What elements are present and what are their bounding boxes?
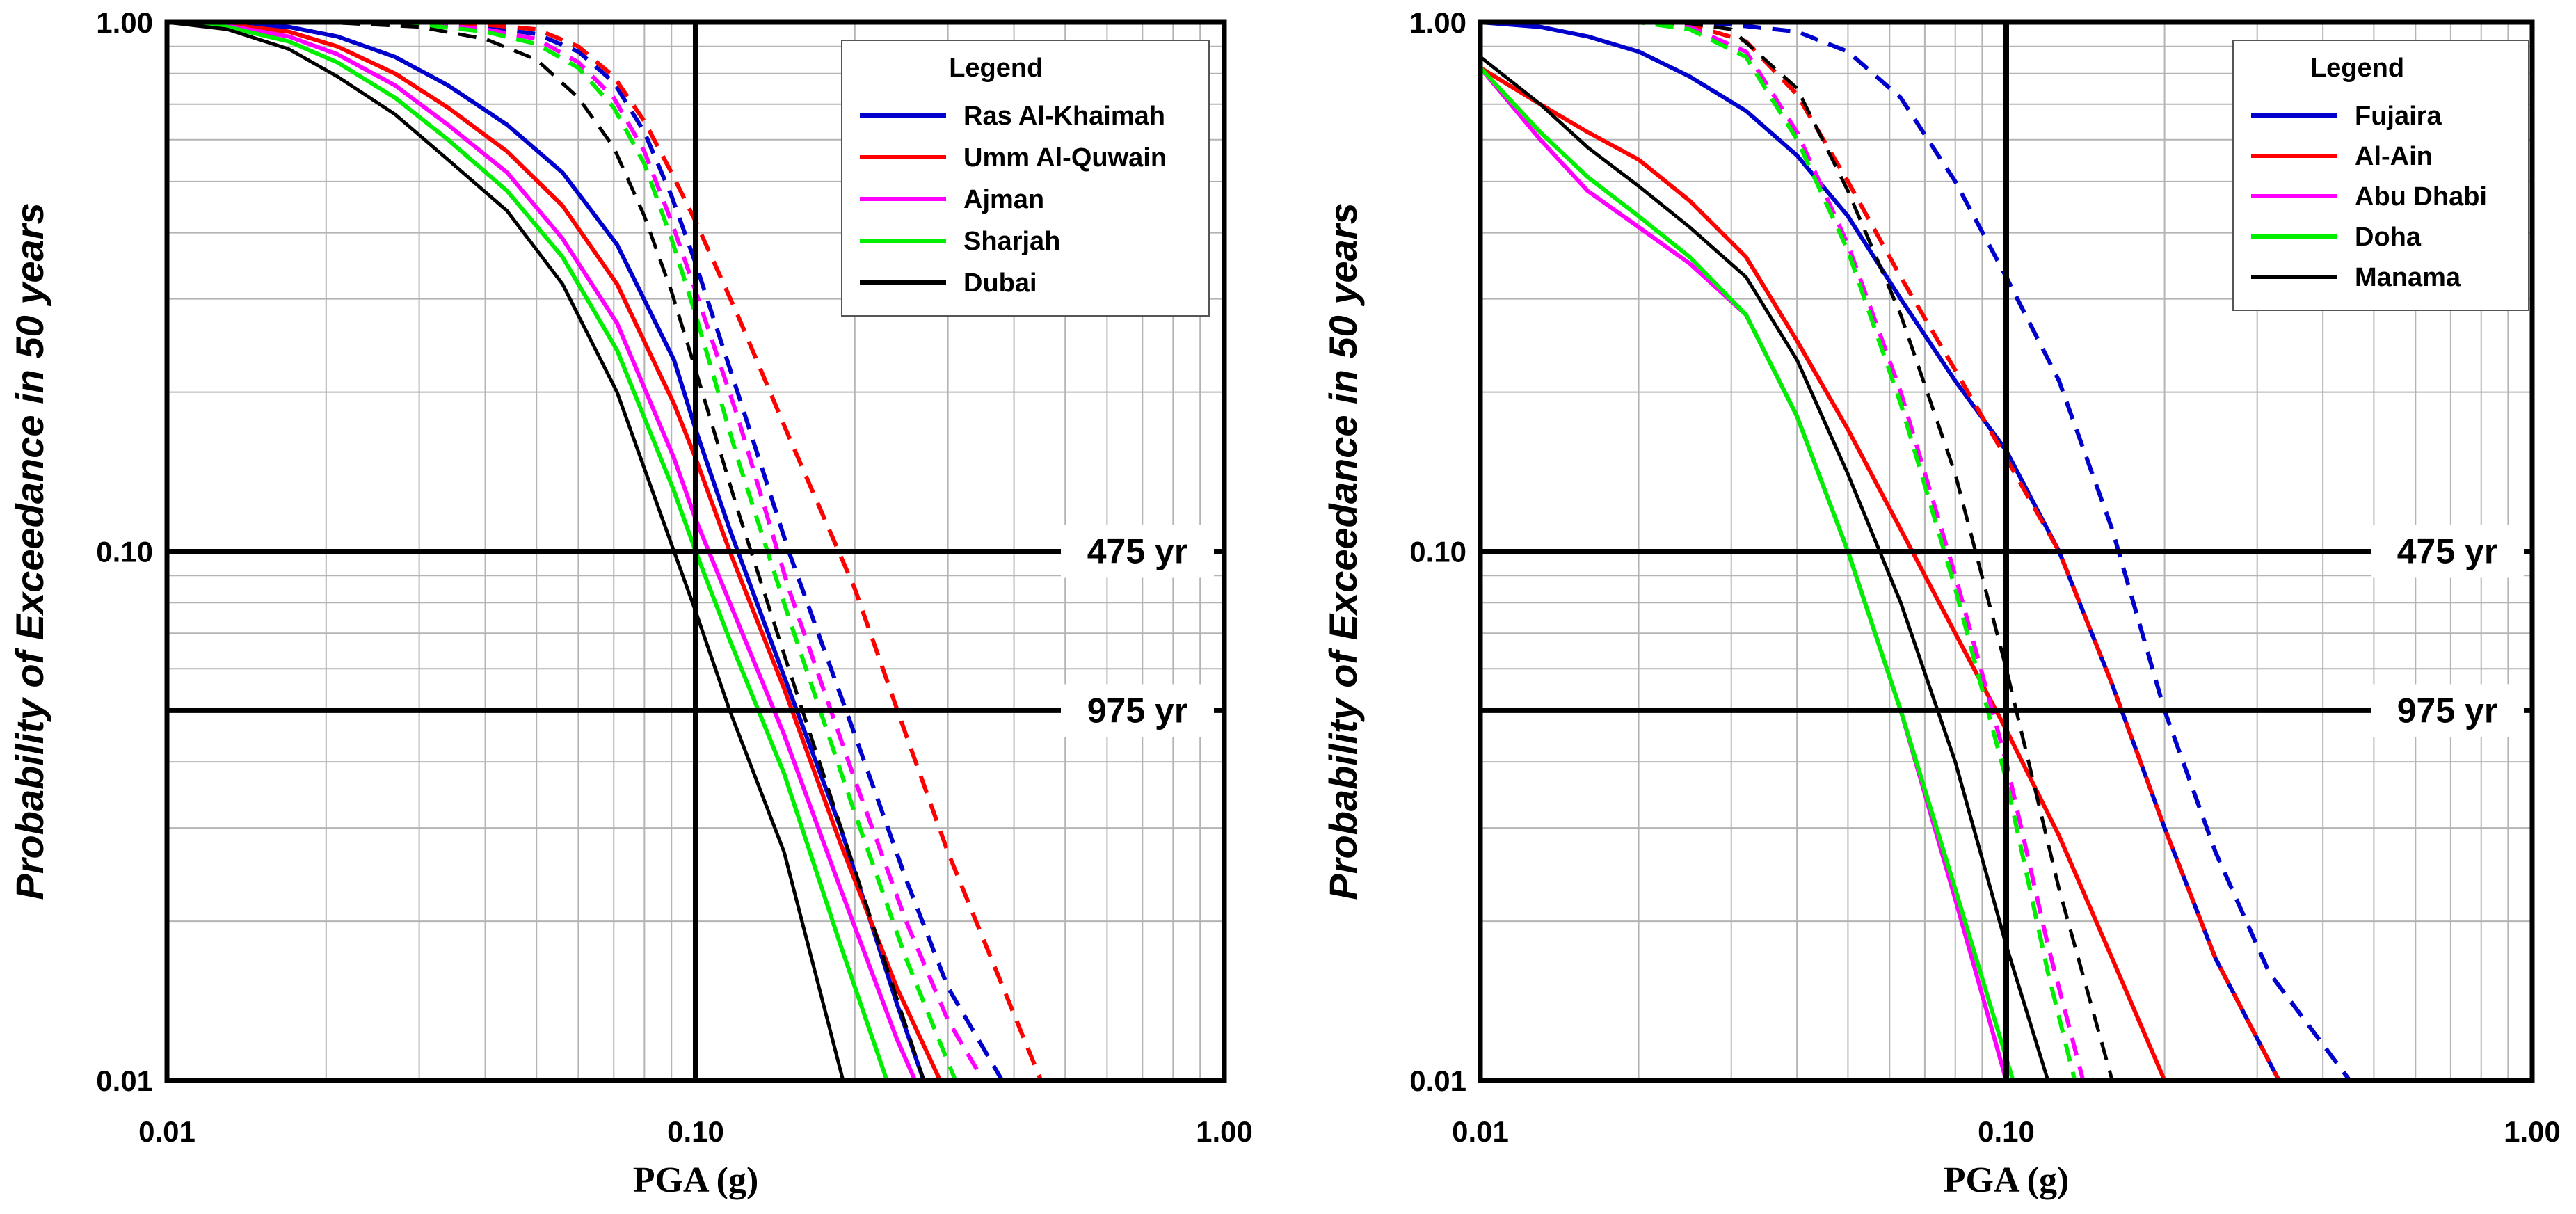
x-axis-label: PGA (g): [633, 1160, 759, 1200]
chart-right: 475 yr 975 yr 0.01 0.10 1.00 0.01 0.10 1.00 PGA …: [1321, 6, 2561, 1200]
y-tick-label: 1.00: [1409, 6, 1466, 39]
legend-entry-al-ain: Al-Ain: [2355, 142, 2433, 171]
tick-labels: 0.01 0.10 1.00 0.01 0.10 1.00: [1409, 6, 2561, 1148]
x-tick-label: 0.10: [667, 1115, 724, 1148]
series-ras-al-khaimah-dashed-line: [167, 20, 1005, 1082]
plot-frame: [1478, 19, 2535, 1083]
reference-label-background: [1061, 525, 1214, 578]
series-al-ain-solid-line: [1479, 65, 2167, 1082]
series-doha-solid-line: [1478, 66, 2015, 1081]
legend-entry-doha: Doha: [2355, 223, 2422, 252]
reference-label-background: [2371, 684, 2524, 737]
reference-lines: 475 yr 975 yr: [167, 22, 1224, 1080]
legend: Legend Fujaira Al-Ain Abu Dhabi Doha Manama: [2232, 40, 2529, 311]
reference-label-background: [1061, 684, 1214, 737]
legend-box: [841, 40, 1210, 317]
x-tick-label: 0.01: [1452, 1115, 1509, 1148]
legend-title: Legend: [949, 54, 1043, 83]
y-tick-label: 0.10: [1409, 536, 1466, 568]
y-axis-label: Probability of Exceedance in 50 years: [8, 202, 51, 900]
reference-label-background: [2371, 525, 2524, 578]
reference-lines: 475 yr 975 yr: [1480, 22, 2532, 1080]
legend-entry-ajman: Ajman: [963, 185, 1044, 214]
legend-box: [2232, 40, 2529, 311]
series-doha-dashed-line: [1480, 20, 2077, 1081]
reference-label-475-yr: 475 yr: [2397, 532, 2498, 571]
series-sharjah-dashed-line: [167, 20, 958, 1082]
series-manama-solid-line: [1479, 55, 2050, 1081]
x-tick-label: 1.00: [1196, 1115, 1253, 1148]
legend-entry-sharjah: Sharjah: [963, 227, 1060, 256]
reference-label-475-yr: 475 yr: [1087, 532, 1188, 571]
series-group: [166, 20, 1043, 1082]
series-sharjah-solid-line: [166, 20, 889, 1081]
series-ras-al-khaimah-solid-line: [166, 20, 926, 1081]
y-tick-label: 0.01: [1409, 1064, 1466, 1097]
series-ajman-solid-line: [166, 20, 918, 1082]
series-ajman-dashed-line: [167, 20, 986, 1082]
legend-entry-manama: Manama: [2355, 263, 2461, 292]
y-tick-label: 0.10: [96, 536, 153, 568]
x-tick-label: 1.00: [2504, 1115, 2561, 1148]
x-axis-label: PGA (g): [1944, 1160, 2070, 1200]
series-umm-al-quwain-solid-line: [166, 20, 943, 1082]
legend-entry-fujaira: Fujaira: [2355, 102, 2442, 131]
legend-entry-abu-dhabi: Abu Dhabi: [2355, 182, 2487, 211]
series-dubai-dashed-line: [167, 20, 926, 1081]
series-group: [1478, 20, 2352, 1082]
x-tick-label: 0.01: [138, 1115, 195, 1148]
legend-entry-umm-al-quwain: Umm Al-Quwain: [963, 143, 1167, 173]
chart-left: 475 yr 975 yr 0.01 0.10 1.00 0.01 0.10 1.00 PGA …: [8, 6, 1253, 1200]
plot-frame: [164, 19, 1227, 1083]
legend-entry-ras-al-khaimah: Ras Al-Khaimah: [963, 102, 1165, 131]
legend: Legend Ras Al-Khaimah Umm Al-Quwain Ajman Sh…: [841, 40, 1210, 317]
y-axis-label: Probability of Exceedance in 50 years: [1321, 202, 1365, 900]
tick-labels: 0.01 0.10 1.00 0.01 0.10 1.00: [96, 6, 1253, 1148]
legend-title: Legend: [2310, 54, 2404, 83]
y-tick-label: 0.01: [96, 1064, 153, 1097]
x-tick-label: 0.10: [1978, 1115, 2035, 1148]
legend-entry-dubai: Dubai: [963, 269, 1037, 298]
reference-label-975-yr: 975 yr: [1087, 691, 1188, 730]
series-al-ain-dashed-line: [1480, 20, 2281, 1082]
series-fujaira-dashed-line: [1480, 20, 2352, 1082]
reference-label-975-yr: 975 yr: [2397, 691, 2498, 730]
series-dubai-solid-line: [166, 20, 845, 1081]
y-tick-label: 1.00: [96, 6, 153, 39]
